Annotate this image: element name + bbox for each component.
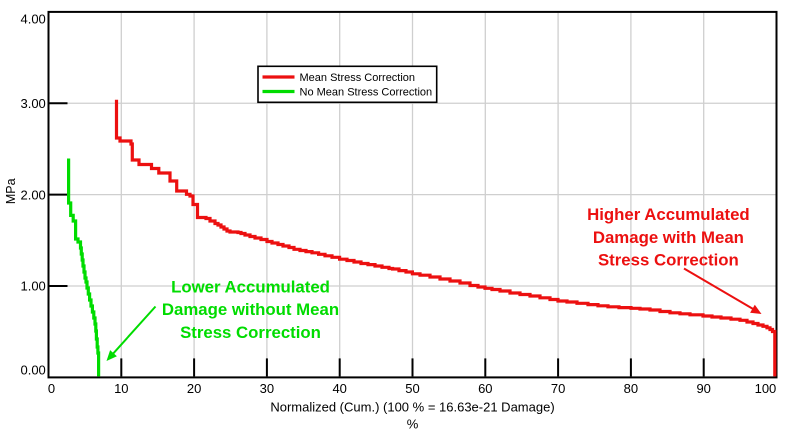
svg-text:Mean Stress Correction: Mean Stress Correction [300,72,416,84]
svg-text:Higher Accumulated: Higher Accumulated [587,205,750,224]
svg-text:40: 40 [332,381,346,396]
svg-text:0: 0 [48,381,55,396]
svg-text:MPa: MPa [4,178,18,204]
svg-text:Lower Accumulated: Lower Accumulated [171,277,330,296]
svg-text:2.00: 2.00 [20,187,45,202]
svg-text:Normalized (Cum.) (100 % = 16.: Normalized (Cum.) (100 % = 16.63e-21 Dam… [270,400,554,415]
svg-text:80: 80 [624,381,638,396]
svg-text:4.00: 4.00 [20,11,45,26]
svg-text:20: 20 [187,381,201,396]
svg-text:1.00: 1.00 [20,279,45,294]
svg-text:50: 50 [405,381,419,396]
svg-text:No Mean Stress Correction: No Mean Stress Correction [300,87,433,99]
svg-text:Stress Correction: Stress Correction [180,323,321,342]
svg-text:90: 90 [696,381,710,396]
svg-text:100: 100 [755,381,777,396]
svg-text:Damage with Mean: Damage with Mean [593,228,744,247]
svg-text:0.00: 0.00 [20,363,45,378]
svg-text:Stress Correction: Stress Correction [598,251,739,270]
svg-text:30: 30 [260,381,274,396]
svg-text:70: 70 [551,381,565,396]
svg-text:Damage without Mean: Damage without Mean [162,300,339,319]
svg-text:60: 60 [478,381,492,396]
svg-text:3.00: 3.00 [20,96,45,111]
svg-text:%: % [407,417,419,431]
svg-text:10: 10 [114,381,128,396]
